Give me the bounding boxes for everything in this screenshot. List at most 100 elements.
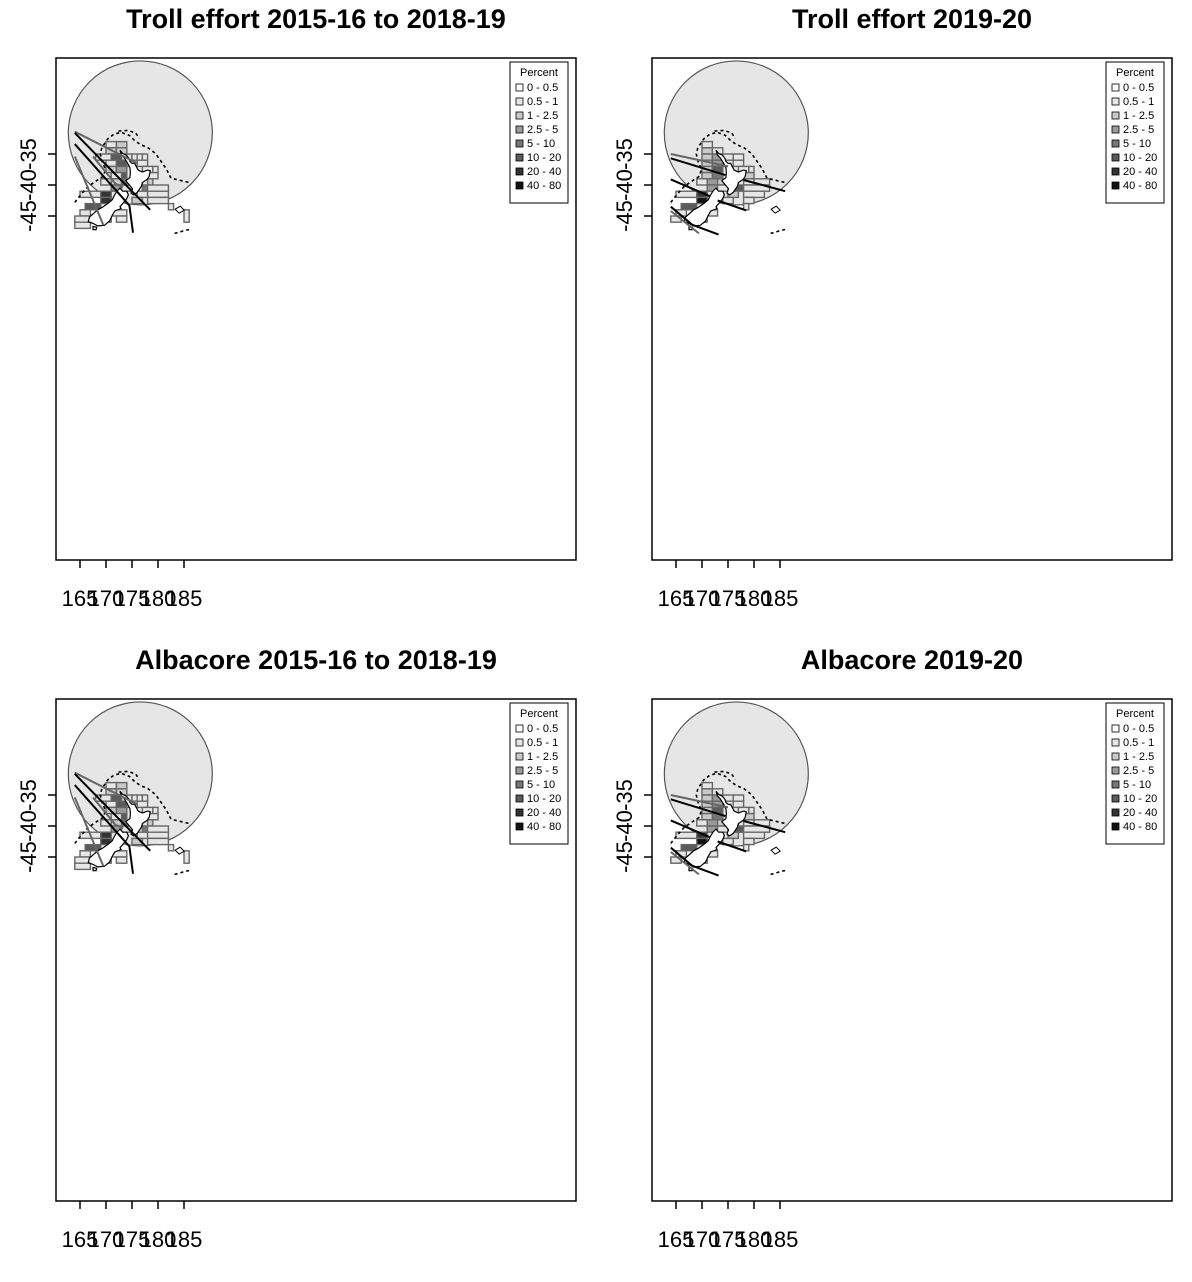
legend-label: 10 - 20 bbox=[527, 793, 561, 805]
effort-cell bbox=[742, 837, 755, 846]
legend-swatch bbox=[1111, 822, 1120, 831]
legend-swatch bbox=[515, 139, 524, 148]
effort-cell bbox=[680, 843, 698, 852]
effort-cell bbox=[100, 190, 112, 199]
effort-cell bbox=[742, 190, 766, 199]
region-boundary-line bbox=[670, 798, 726, 818]
legend-title: Percent bbox=[1116, 67, 1154, 79]
legend-label: 10 - 20 bbox=[527, 152, 561, 164]
legend-swatch bbox=[1111, 111, 1120, 120]
legend-label: 1 - 2.5 bbox=[527, 751, 558, 763]
legend: Percent 0 - 0.5 0.5 - 1 1 - 2.5 2.5 - 5 5 - 1… bbox=[1105, 61, 1165, 204]
map-content bbox=[67, 701, 213, 876]
y-tick-label: -45 bbox=[612, 200, 637, 232]
map-panel-albacore-past: 165 170 175 180 185 -35 -40 -45 Percent 0 - 0.5 0.… bbox=[0, 641, 596, 1282]
legend: Percent 0 - 0.5 0.5 - 1 1 - 2.5 2.5 - 5 5 - 1… bbox=[1105, 702, 1165, 845]
legend-label: 0.5 - 1 bbox=[527, 96, 558, 108]
region-boundary-line bbox=[74, 130, 138, 165]
map-content bbox=[663, 701, 809, 877]
effort-cell bbox=[105, 140, 118, 149]
chatham-islands bbox=[174, 846, 185, 855]
y-tick-label: -40 bbox=[16, 169, 41, 201]
effort-cell bbox=[742, 831, 766, 840]
region-boundary-line bbox=[92, 155, 124, 188]
legend-label: 0.5 - 1 bbox=[1123, 96, 1154, 108]
effort-cell bbox=[115, 800, 128, 809]
legend-label: 2.5 - 5 bbox=[527, 124, 558, 136]
effort-cell bbox=[167, 843, 175, 852]
legend-swatch bbox=[515, 97, 524, 106]
effort-cell bbox=[79, 850, 92, 858]
legend-label: 1 - 2.5 bbox=[527, 110, 558, 122]
panel-title: Troll effort 2019-20 bbox=[791, 4, 1033, 34]
effort-cell bbox=[732, 159, 745, 168]
effort-cell bbox=[701, 794, 714, 802]
region-boundary-line bbox=[670, 153, 729, 168]
effort-cell bbox=[136, 153, 144, 161]
map-panel-troll-effort-past: 165 170 175 180 185 -35 -40 -45 Percent 0 - 0.5 0.… bbox=[0, 0, 596, 641]
effort-cell bbox=[74, 221, 92, 230]
legend-label: 2.5 - 5 bbox=[1123, 765, 1154, 777]
region-boundary-line bbox=[670, 794, 729, 809]
effort-cell bbox=[742, 196, 755, 205]
effort-cell bbox=[732, 794, 745, 802]
eez-boundary-south bbox=[770, 869, 786, 876]
legend-swatch bbox=[1111, 724, 1120, 733]
effort-cell bbox=[131, 153, 138, 161]
eez-boundary-south bbox=[174, 869, 190, 876]
x-tick-label: 175 bbox=[710, 586, 747, 611]
region-boundary-line bbox=[743, 820, 786, 834]
legend-label: 0.5 - 1 bbox=[1123, 737, 1154, 749]
legend-label: 20 - 40 bbox=[527, 166, 561, 178]
x-tick-label: 170 bbox=[88, 1227, 125, 1252]
effort-cell bbox=[84, 202, 102, 211]
effort-cell bbox=[183, 209, 190, 223]
y-tick-label: -35 bbox=[612, 138, 637, 170]
effort-cell bbox=[79, 209, 92, 217]
map-panel-albacore-current: 165 170 175 180 185 -35 -40 -45 Percent 0 - 0.5 0.… bbox=[596, 641, 1192, 1282]
region-boundary-line bbox=[670, 851, 700, 876]
legend-label: 10 - 20 bbox=[1123, 793, 1157, 805]
legend-label: 40 - 80 bbox=[527, 821, 561, 833]
y-tick-label: -35 bbox=[612, 779, 637, 811]
effort-cell bbox=[183, 850, 190, 864]
y-tick-label: -35 bbox=[16, 138, 41, 170]
legend-swatch bbox=[515, 822, 524, 831]
legend-swatch bbox=[1111, 139, 1120, 148]
eez-boundary-kermadec bbox=[714, 770, 736, 780]
x-tick-label: 165 bbox=[62, 586, 99, 611]
x-tick-label: 185 bbox=[166, 1227, 203, 1252]
legend-swatch bbox=[515, 724, 524, 733]
plot-frame bbox=[55, 698, 577, 1202]
effort-cell bbox=[115, 806, 128, 815]
legend-swatch bbox=[1111, 738, 1120, 747]
effort-cell bbox=[146, 831, 170, 840]
legend-swatch bbox=[515, 83, 524, 92]
effort-cell bbox=[141, 153, 149, 161]
y-tick-label: -40 bbox=[612, 169, 637, 201]
effort-cell bbox=[167, 202, 175, 211]
legend-swatch bbox=[1111, 752, 1120, 761]
effort-cell bbox=[115, 159, 128, 168]
legend-label: 0.5 - 1 bbox=[527, 737, 558, 749]
effort-cell bbox=[706, 178, 719, 186]
legend-swatch bbox=[515, 111, 524, 120]
effort-cell bbox=[748, 806, 755, 815]
effort-cell bbox=[146, 190, 170, 199]
legend-swatch bbox=[1111, 83, 1120, 92]
y-tick-label: -40 bbox=[16, 810, 41, 842]
legend-label: 0 - 0.5 bbox=[1123, 723, 1154, 735]
legend: Percent 0 - 0.5 0.5 - 1 1 - 2.5 2.5 - 5 5 - 1… bbox=[509, 702, 569, 845]
effort-cell bbox=[701, 153, 714, 161]
effort-cell bbox=[100, 831, 112, 840]
south-island bbox=[87, 187, 130, 227]
y-tick-label: -45 bbox=[16, 200, 41, 232]
effort-cell bbox=[84, 843, 102, 852]
effort-cell bbox=[136, 794, 144, 802]
effort-cell bbox=[696, 819, 708, 827]
north-island bbox=[715, 149, 747, 196]
plot-frame bbox=[55, 57, 577, 561]
effort-cell bbox=[701, 171, 714, 180]
